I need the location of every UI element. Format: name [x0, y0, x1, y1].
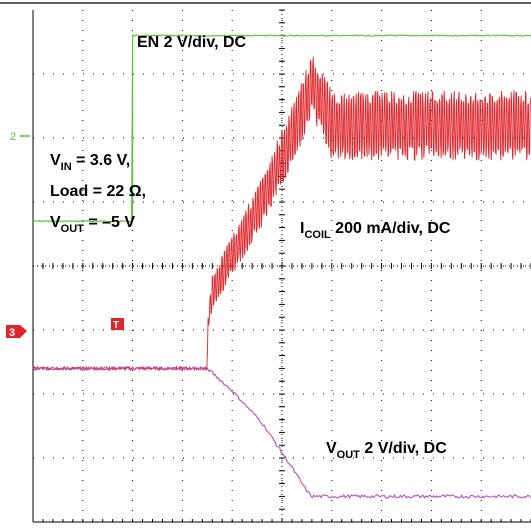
vout-trace — [32, 365, 531, 500]
en-annotation: EN 2 V/div, DC — [137, 34, 247, 51]
vout-setpoint-annotation: VOUT = –5 V — [50, 214, 135, 235]
svg-text:3: 3 — [9, 327, 15, 339]
vout-annotation: VOUT 2 V/div, DC — [326, 440, 447, 461]
svg-text:T: T — [113, 320, 119, 331]
channel-3-marker: 3 — [6, 325, 27, 339]
vin-annotation: VIN = 3.6 V, — [50, 152, 130, 173]
scope-traces — [32, 34, 531, 500]
icoil-annotation: ICOIL 200 mA/div, DC — [300, 220, 451, 241]
svg-text:2: 2 — [10, 131, 16, 143]
channel-2-marker: 2 — [6, 131, 30, 143]
load-annotation: Load = 22 Ω, — [50, 183, 146, 200]
en-trace — [32, 34, 531, 223]
trigger-marker: T — [111, 318, 124, 331]
